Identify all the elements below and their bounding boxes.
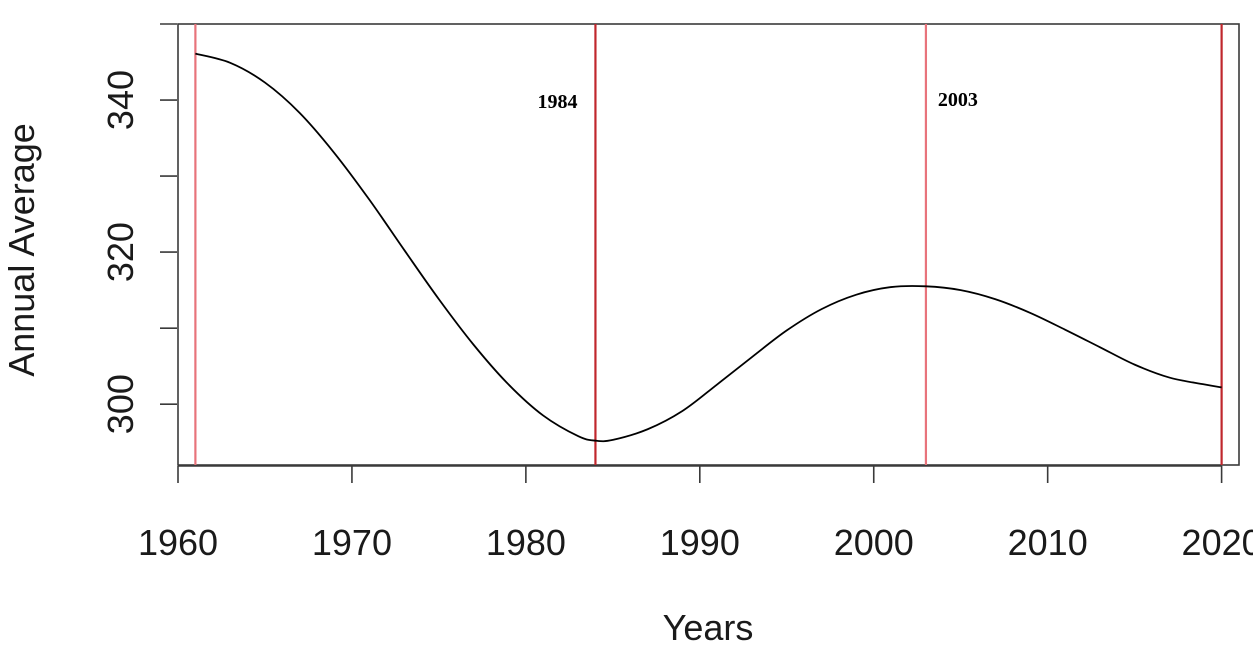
x-tick-label: 1990	[660, 522, 740, 563]
x-tick-label: 2010	[1008, 522, 1088, 563]
x-axis-label: Years	[663, 607, 754, 648]
annotation-label: 1984	[537, 91, 577, 113]
annotation-label: 2003	[938, 89, 978, 111]
series-line	[195, 52, 1222, 443]
y-tick-label: 340	[100, 70, 141, 130]
x-tick-label: 1960	[138, 522, 218, 563]
x-tick-label: 1980	[486, 522, 566, 563]
y-axis-label: Annual Average	[1, 123, 42, 377]
x-tick-label: 2020	[1182, 522, 1253, 563]
plot-frame	[177, 23, 1240, 466]
x-tick-label: 1970	[312, 522, 392, 563]
y-tick-label: 320	[100, 222, 141, 282]
x-tick-label: 2000	[834, 522, 914, 563]
y-tick-label: 300	[100, 374, 141, 434]
